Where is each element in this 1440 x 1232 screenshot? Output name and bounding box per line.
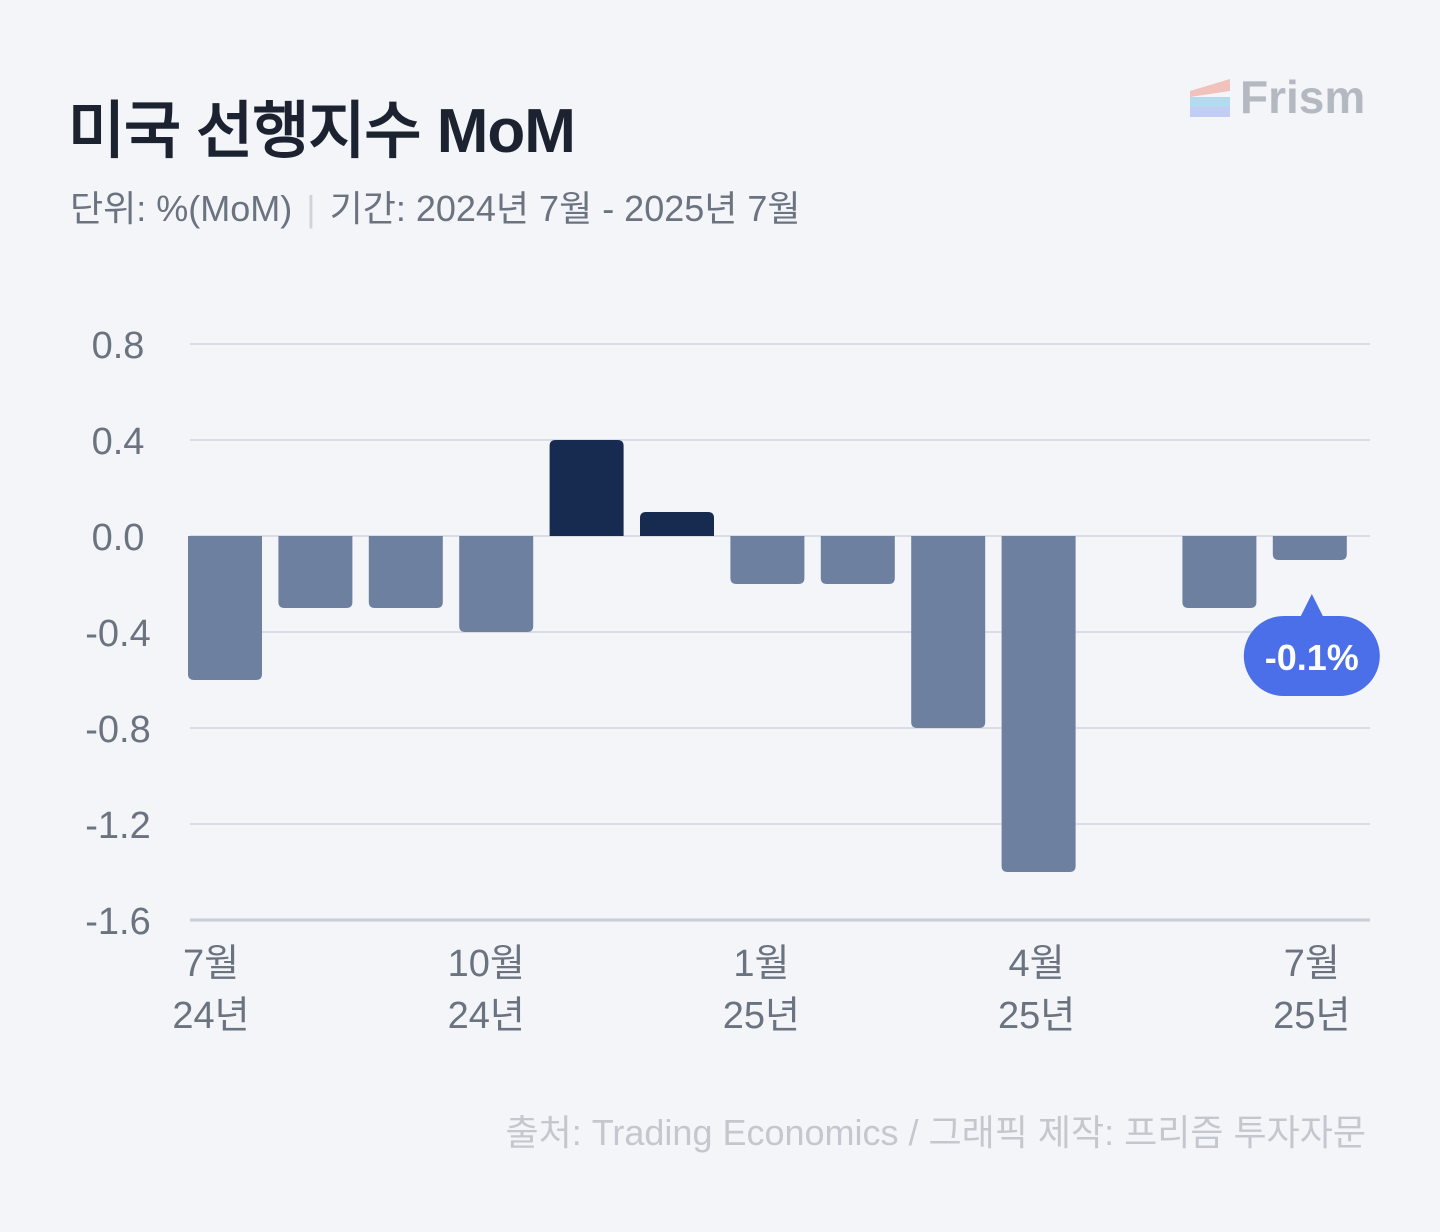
y-tick-label: -1.2 <box>85 805 150 847</box>
x-tick-month: 1월 <box>733 943 789 985</box>
x-tick-month: 10월 <box>448 943 525 985</box>
chart-title: 미국 선행지수 MoM <box>68 97 576 166</box>
bar <box>459 536 534 632</box>
x-tick-month: 7월 <box>1284 943 1340 985</box>
x-tick-year: 24년 <box>448 995 525 1037</box>
bar <box>730 536 805 584</box>
callout-label: -0.1% <box>1265 637 1359 678</box>
y-tick-label: 0.8 <box>92 325 145 367</box>
frism-logo: Frism <box>1190 70 1365 124</box>
bar <box>188 536 262 680</box>
bar <box>1272 536 1347 560</box>
y-tick-label: -1.6 <box>85 901 150 943</box>
x-tick-year: 25년 <box>998 995 1075 1037</box>
callout-pointer <box>1299 594 1324 618</box>
bar <box>1182 536 1257 608</box>
y-tick-label: 0.4 <box>92 421 145 463</box>
bar <box>820 536 895 584</box>
y-tick-label: 0.0 <box>92 517 145 559</box>
x-tick-month: 4월 <box>1009 943 1065 985</box>
unit-label: 단위: %(MoM) <box>70 188 293 229</box>
bar <box>549 440 624 536</box>
source-note: 출처: Trading Economics / 그래픽 제작: 프리즘 투자자문 <box>505 1112 1367 1153</box>
logo-text: Frism <box>1240 71 1366 123</box>
x-tick-year: 25년 <box>1273 995 1350 1037</box>
period-label: 기간: 2024년 7월 - 2025년 7월 <box>329 188 801 229</box>
bar <box>640 512 714 536</box>
callout-bubble <box>1243 616 1380 696</box>
x-tick-month: 7월 <box>183 943 239 985</box>
bar <box>278 536 353 608</box>
bar <box>1001 536 1076 872</box>
chart-subtitle: 단위: %(MoM) | 기간: 2024년 7월 - 2025년 7월 <box>70 180 801 232</box>
bar <box>368 536 443 608</box>
bar <box>911 536 986 728</box>
y-tick-label: -0.8 <box>85 709 150 751</box>
y-tick-label: -0.4 <box>85 613 150 655</box>
x-tick-year: 24년 <box>172 995 249 1037</box>
divider: | <box>306 188 316 229</box>
x-tick-year: 25년 <box>723 995 800 1037</box>
frism-logo-icon <box>1190 79 1230 117</box>
